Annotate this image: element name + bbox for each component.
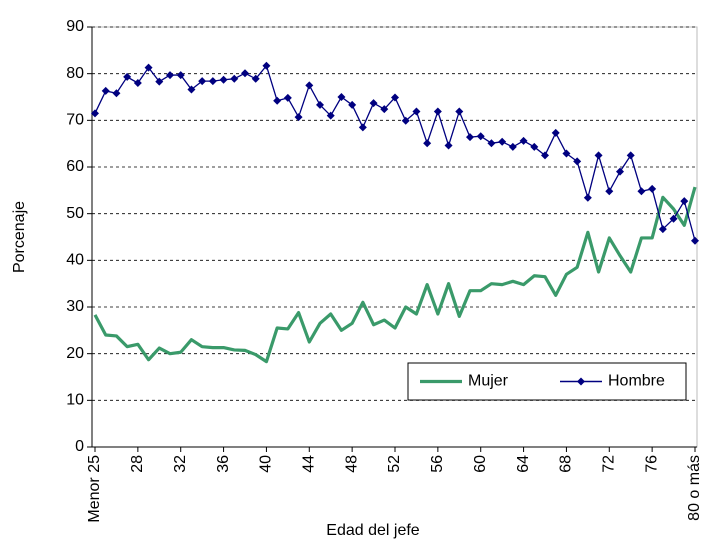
- x-tick-label: 56: [429, 455, 446, 473]
- point-marker: [444, 141, 453, 150]
- x-tick-label: 52: [386, 455, 403, 473]
- point-marker: [198, 77, 207, 86]
- y-tick-label: 30: [66, 298, 84, 315]
- point-marker: [626, 151, 635, 160]
- point-marker: [691, 236, 699, 245]
- x-tick-label: 68: [558, 455, 575, 473]
- point-marker: [476, 132, 485, 141]
- point-marker: [423, 139, 432, 148]
- x-tick-label: 32: [172, 455, 189, 473]
- point-marker: [680, 197, 689, 206]
- point-marker: [616, 167, 624, 176]
- y-tick-label: 50: [66, 205, 84, 222]
- y-tick-label: 0: [75, 438, 84, 455]
- point-marker: [241, 69, 249, 78]
- point-marker: [573, 157, 582, 166]
- point-marker: [498, 137, 507, 146]
- y-tick-label: 40: [66, 252, 84, 269]
- point-marker: [187, 85, 196, 94]
- y-tick-label: 20: [66, 345, 84, 362]
- point-marker: [208, 77, 217, 86]
- point-marker: [637, 187, 646, 196]
- point-marker: [144, 63, 153, 72]
- point-marker: [305, 81, 314, 90]
- point-marker: [230, 74, 239, 83]
- point-marker: [273, 96, 282, 105]
- y-axis-title: Porcenaje: [11, 201, 28, 273]
- x-tick-label: Menor 25: [86, 455, 103, 523]
- point-marker: [605, 187, 614, 196]
- legend-marker: [577, 377, 585, 386]
- x-axis-title: Edad del jefe: [326, 522, 420, 539]
- point-marker: [123, 72, 132, 81]
- point-marker: [519, 136, 528, 145]
- x-tick-label: 28: [129, 455, 146, 473]
- point-marker: [133, 79, 142, 87]
- point-marker: [508, 142, 517, 151]
- point-marker: [112, 89, 121, 98]
- point-marker: [594, 151, 603, 160]
- point-marker: [541, 151, 549, 160]
- point-marker: [669, 214, 678, 223]
- point-marker: [466, 133, 474, 142]
- point-marker: [294, 113, 303, 122]
- x-tick-label: 40: [258, 455, 275, 473]
- point-marker: [91, 109, 99, 118]
- x-tick-label: 76: [643, 455, 660, 473]
- point-marker: [219, 75, 228, 84]
- y-tick-label: 70: [66, 112, 84, 129]
- point-marker: [658, 225, 667, 234]
- point-marker: [583, 193, 592, 202]
- point-marker: [562, 149, 571, 158]
- point-marker: [176, 71, 185, 80]
- y-tick-label: 90: [66, 18, 84, 35]
- point-marker: [530, 142, 539, 151]
- point-marker: [316, 100, 324, 109]
- point-marker: [369, 99, 378, 108]
- point-marker: [101, 86, 110, 95]
- point-marker: [348, 100, 357, 109]
- y-tick-label: 10: [66, 392, 84, 409]
- point-marker: [251, 74, 260, 83]
- legend-label: Hombre: [608, 373, 665, 390]
- point-marker: [337, 93, 346, 101]
- legend-label: Mujer: [468, 373, 509, 390]
- series-line: [93, 186, 697, 364]
- x-tick-label: 80 o más: [686, 455, 703, 521]
- x-tick-label: 48: [343, 455, 360, 473]
- x-tick-label: 64: [515, 455, 532, 473]
- x-tick-label: 36: [215, 455, 232, 473]
- point-marker: [283, 93, 292, 102]
- y-tick-label: 60: [66, 158, 84, 175]
- point-marker: [391, 93, 399, 102]
- x-tick-label: 44: [301, 455, 318, 473]
- y-tick-label: 80: [66, 65, 84, 82]
- point-marker: [455, 107, 464, 116]
- x-tick-label: 60: [472, 455, 489, 473]
- point-marker: [166, 71, 174, 80]
- point-marker: [551, 128, 560, 137]
- point-marker: [433, 107, 442, 116]
- point-marker: [262, 61, 271, 70]
- point-marker: [412, 107, 421, 116]
- point-marker: [155, 77, 164, 86]
- point-marker: [401, 116, 410, 125]
- point-marker: [648, 184, 657, 193]
- point-marker: [326, 111, 335, 120]
- x-tick-label: 72: [601, 455, 618, 473]
- point-marker: [358, 123, 367, 132]
- point-marker: [380, 105, 389, 114]
- point-marker: [487, 139, 496, 148]
